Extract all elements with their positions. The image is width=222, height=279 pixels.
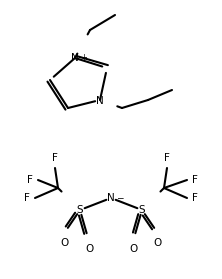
Text: F: F [27,175,33,185]
Text: F: F [24,193,30,203]
Text: O: O [85,244,93,254]
Text: +: + [80,53,87,62]
Text: F: F [52,153,58,163]
Text: N: N [71,53,79,63]
Text: O: O [60,238,68,248]
Text: N: N [107,193,115,203]
Text: O: O [154,238,162,248]
Text: N: N [96,96,104,106]
Text: S: S [139,205,145,215]
Text: S: S [77,205,83,215]
Text: −: − [116,193,123,202]
Text: F: F [164,153,170,163]
Text: F: F [192,175,198,185]
Text: F: F [192,193,198,203]
Text: O: O [129,244,137,254]
